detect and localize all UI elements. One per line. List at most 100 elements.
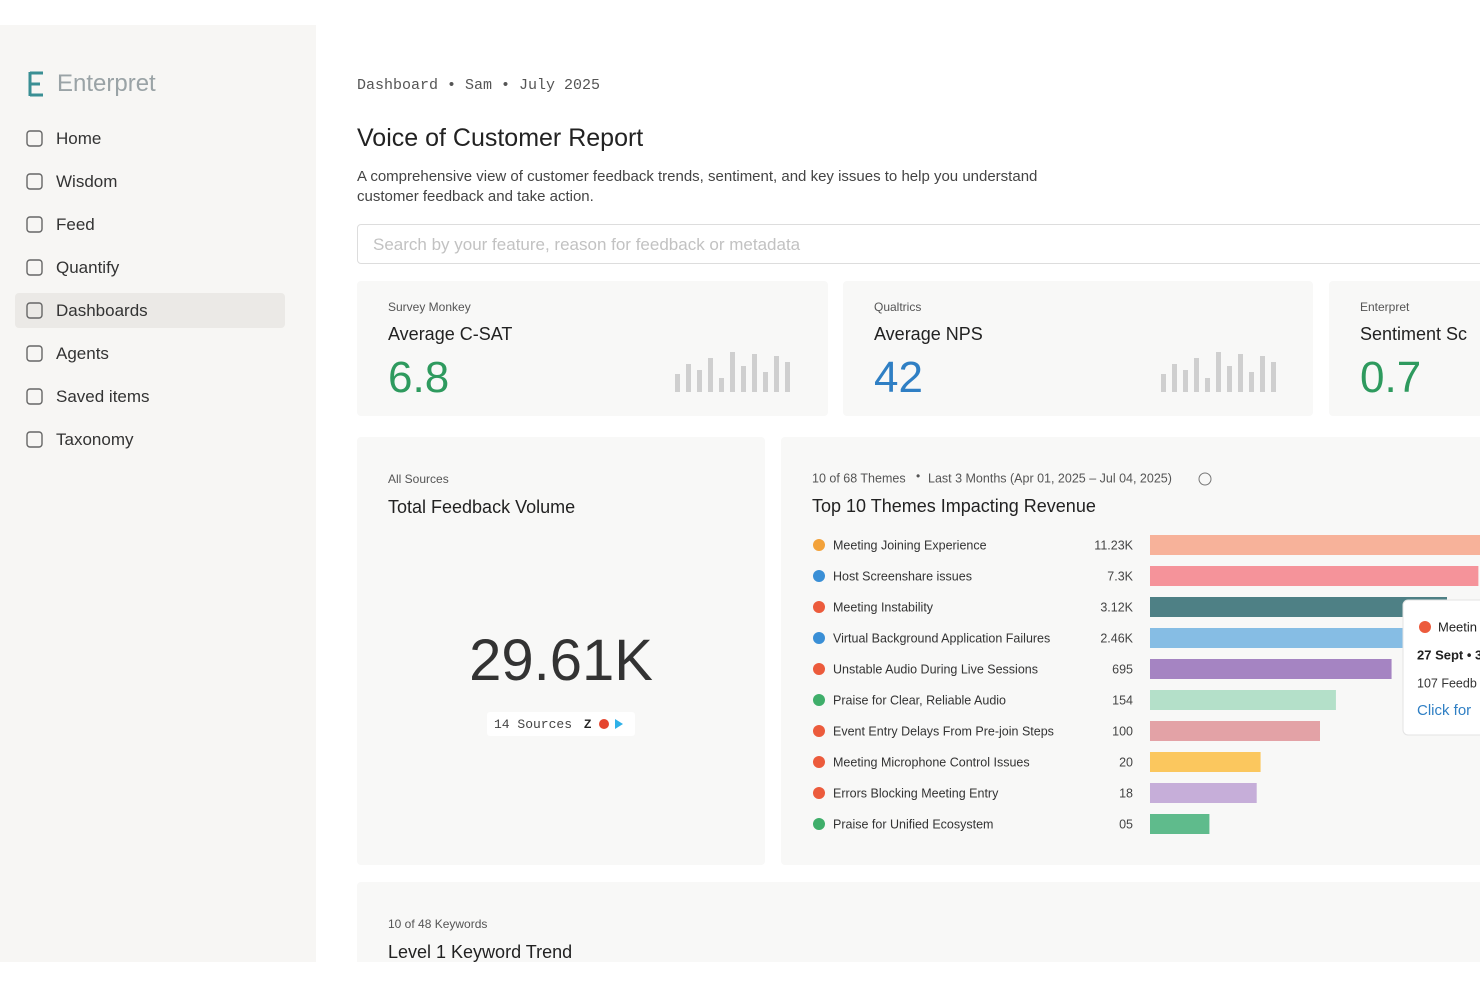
- value-label: 7.3K: [1107, 569, 1133, 583]
- nav-icon: [26, 216, 43, 233]
- nav-item[interactable]: Feed: [15, 207, 285, 242]
- status-icon: [813, 756, 825, 768]
- kpi-title: Sentiment Sc: [1360, 324, 1468, 344]
- nav-icon-shape: [26, 302, 43, 319]
- status-icon: [813, 663, 825, 675]
- nav-item[interactable]: Quantify: [15, 250, 285, 285]
- sparkline-bar: [774, 356, 779, 392]
- nav-icon: [26, 130, 43, 147]
- keywords-source: 10 of 48 Keywords: [388, 917, 488, 931]
- bar: [1150, 659, 1392, 679]
- nav-icon: [26, 302, 43, 319]
- value-label: 11.23K: [1094, 538, 1133, 552]
- sparkline-bar: [1172, 364, 1177, 392]
- nav-item[interactable]: Wisdom: [15, 164, 285, 199]
- kpi-source: Enterpret: [1360, 300, 1410, 314]
- nav-icon-shape: [26, 259, 43, 276]
- page-description: A comprehensive view of customer feedbac…: [357, 168, 1038, 205]
- logo-icon: [28, 71, 43, 97]
- sidebar: Enterpret Home Wisdom Feed Quantify Dashboar…: [0, 25, 316, 962]
- bar: [1150, 566, 1479, 586]
- sparkline-bar: [675, 374, 680, 392]
- status-icon: [813, 601, 825, 613]
- sparkline-bar: [1216, 352, 1221, 392]
- source-icons: Z: [584, 717, 623, 731]
- keywords-card: 10 of 48 Keywords Level 1 Keyword Trend: [357, 882, 1480, 962]
- sparkline-bar: [763, 372, 768, 392]
- nav-label: Feed: [56, 215, 95, 234]
- bar: [1150, 628, 1439, 648]
- status-icon: [813, 725, 825, 737]
- themes-chart: 10 of 68 Themes • Last 3 Months (Apr 01, 2…: [812, 469, 1480, 834]
- sparkline-bar: [730, 352, 735, 392]
- volume-title: Total Feedback Volume: [388, 497, 576, 517]
- nav-icon: [26, 388, 43, 405]
- sources-pill: 14 Sources Z: [487, 712, 635, 736]
- sparkline-bar: [752, 354, 757, 392]
- nav-icon: [26, 173, 43, 190]
- value-label: 20: [1119, 755, 1133, 769]
- kpi-source: Survey Monkey: [388, 300, 471, 314]
- nav-label: Dashboards: [56, 301, 148, 320]
- tooltip-date: 27 Sept • 3: [1417, 647, 1480, 662]
- tooltip-count: 107 Feedb: [1417, 676, 1477, 690]
- sparkline: [675, 352, 790, 392]
- nav-label: Saved items: [56, 387, 150, 406]
- sources-count: 14 Sources: [494, 717, 573, 732]
- bar: [1150, 721, 1320, 741]
- sparkline-bar: [1161, 374, 1166, 392]
- nav-item[interactable]: Saved items: [15, 379, 285, 414]
- nav-item[interactable]: Home: [15, 121, 285, 156]
- nav-icon-shape: [26, 130, 43, 147]
- breadcrumb: Dashboard • Sam • July 2025: [357, 77, 601, 94]
- value-label: 3.12K: [1100, 600, 1133, 614]
- sparkline-bar: [1249, 372, 1254, 392]
- value-label: 154: [1112, 693, 1133, 707]
- sparkline-bar: [719, 378, 724, 392]
- category-label: Meeting Instability: [833, 600, 934, 614]
- nav-label: Taxonomy: [56, 430, 134, 449]
- category-label: Errors Blocking Meeting Entry: [833, 786, 999, 800]
- bar: [1150, 535, 1480, 555]
- status-icon: [813, 632, 825, 644]
- kpi-title: Average NPS: [874, 324, 983, 344]
- page-title: Voice of Customer Report: [357, 124, 644, 152]
- nav-label: Wisdom: [56, 172, 118, 191]
- nav-item[interactable]: Taxonomy: [15, 422, 285, 457]
- category-label: Praise for Unified Ecosystem: [833, 817, 993, 831]
- nav-label: Home: [56, 129, 102, 148]
- tooltip: Meetin 27 Sept • 3 107 Feedb Click for: [1402, 599, 1480, 736]
- sparkline-bar: [741, 366, 746, 392]
- bar: [1150, 814, 1210, 834]
- nav-item[interactable]: Dashboards: [15, 293, 285, 328]
- sparkline-bar: [1238, 354, 1243, 392]
- category-label: Praise for Clear, Reliable Audio: [833, 693, 1006, 707]
- kpi-title: Average C-SAT: [388, 324, 513, 344]
- bar: [1150, 752, 1261, 772]
- nav-icon: [26, 345, 43, 362]
- nav-item[interactable]: Agents: [15, 336, 285, 371]
- bar: [1150, 597, 1448, 617]
- sparkline-bar: [1227, 366, 1232, 392]
- value-label: 05: [1119, 817, 1133, 831]
- chart-subtitle: 10 of 68 Themes: [812, 471, 906, 485]
- sparkline-bar: [697, 370, 702, 392]
- category-label: Virtual Background Application Failures: [833, 631, 1050, 645]
- category-label: Host Screenshare issues: [833, 569, 972, 583]
- tooltip-link[interactable]: Click for: [1417, 702, 1471, 719]
- value-label: 18: [1119, 786, 1133, 800]
- category-label: Unstable Audio During Live Sessions: [833, 662, 1038, 676]
- search-box[interactable]: Search by your feature, reason for feedb…: [357, 224, 1480, 264]
- nav-icon-shape: [26, 431, 43, 448]
- sparkline-bar: [686, 364, 691, 392]
- kpi-card: Enterpret Sentiment Sc 0.7: [1329, 281, 1480, 416]
- search-placeholder: Search by your feature, reason for feedb…: [373, 235, 801, 254]
- tooltip-icon: [1419, 621, 1431, 633]
- volume-card: All Sources Total Feedback Volume 29.61K…: [357, 437, 765, 865]
- nav-icon: [26, 259, 43, 276]
- status-icon: [813, 818, 825, 830]
- nav-icon-shape: [26, 345, 43, 362]
- brand: Enterpret: [57, 70, 156, 97]
- sparkline-bar: [708, 358, 713, 392]
